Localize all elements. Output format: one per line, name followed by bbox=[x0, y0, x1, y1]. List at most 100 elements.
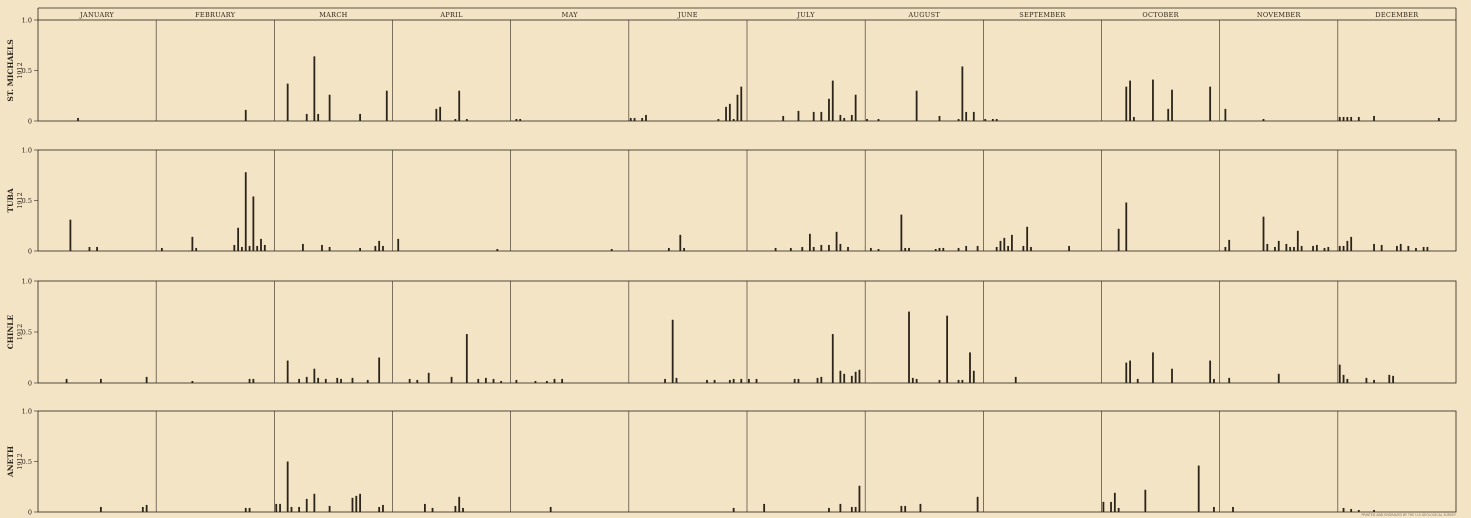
precip-bar bbox=[972, 111, 975, 121]
precip-bar bbox=[1365, 377, 1368, 383]
precip-bar bbox=[382, 504, 384, 512]
precip-bar bbox=[237, 227, 240, 251]
precip-bar bbox=[77, 117, 79, 121]
precip-bar bbox=[969, 352, 971, 383]
station-name: ST. MICHAELS bbox=[6, 39, 15, 101]
precip-bar bbox=[1357, 116, 1360, 121]
precip-bar bbox=[1026, 226, 1029, 251]
precip-bar bbox=[828, 507, 830, 512]
precip-bar bbox=[324, 378, 327, 383]
precip-bar bbox=[1117, 228, 1120, 251]
precip-bar bbox=[812, 246, 815, 251]
y-tick-label: 0.5 bbox=[22, 197, 32, 205]
precip-bar bbox=[900, 214, 903, 251]
precip-bar bbox=[1357, 509, 1360, 512]
precip-bar bbox=[1213, 378, 1215, 383]
precip-bar bbox=[359, 247, 361, 251]
precip-bar bbox=[99, 378, 102, 383]
precip-bar bbox=[313, 493, 316, 512]
precip-bar bbox=[1003, 237, 1006, 251]
precip-bar bbox=[359, 493, 361, 512]
precip-bar bbox=[385, 90, 388, 121]
precip-bar bbox=[298, 378, 301, 383]
precip-bar bbox=[938, 379, 941, 383]
precip-bar bbox=[820, 376, 823, 383]
precip-bar bbox=[1338, 245, 1341, 251]
precip-bar bbox=[439, 106, 442, 121]
precip-bar bbox=[728, 103, 731, 121]
precip-bar bbox=[999, 240, 1002, 251]
frames-layer bbox=[34, 7, 1457, 513]
precip-bar bbox=[431, 507, 434, 512]
precip-bar bbox=[732, 118, 735, 121]
precip-bar bbox=[1266, 243, 1269, 251]
precip-bar bbox=[1014, 376, 1017, 383]
precip-bar bbox=[839, 243, 842, 251]
precip-bar bbox=[397, 238, 400, 251]
precip-bar bbox=[241, 246, 243, 251]
precip-bar bbox=[458, 90, 461, 121]
precip-bar bbox=[416, 379, 419, 383]
precip-bar bbox=[854, 506, 857, 512]
precip-bar bbox=[732, 507, 735, 512]
precip-bar bbox=[351, 497, 354, 512]
precip-bar bbox=[789, 247, 792, 251]
precip-bar bbox=[1346, 240, 1349, 251]
precip-bar bbox=[328, 246, 331, 251]
precip-bar bbox=[961, 66, 964, 121]
precip-bar bbox=[191, 236, 194, 251]
precip-bar bbox=[328, 505, 331, 512]
precip-bar bbox=[1338, 116, 1341, 121]
precip-bar bbox=[904, 505, 907, 512]
precip-bar bbox=[305, 498, 308, 512]
precip-bar bbox=[984, 118, 987, 121]
precip-bar bbox=[1136, 378, 1139, 383]
precip-bar bbox=[850, 375, 853, 383]
precip-bar bbox=[484, 377, 487, 383]
precip-bar bbox=[1373, 379, 1375, 383]
precip-bar bbox=[645, 114, 647, 121]
precip-bar bbox=[740, 86, 743, 121]
precip-bar bbox=[244, 172, 247, 251]
precip-bar bbox=[1350, 116, 1353, 121]
precip-bar bbox=[1129, 80, 1131, 121]
precip-bar bbox=[683, 247, 686, 251]
precip-bar bbox=[797, 110, 800, 121]
precip-bar bbox=[286, 83, 289, 121]
precip-bar bbox=[248, 245, 251, 251]
precip-bar bbox=[553, 378, 556, 383]
precip-bar bbox=[839, 370, 842, 383]
precip-bar bbox=[298, 506, 301, 512]
y-tick-label: 1.0 bbox=[22, 147, 32, 155]
precip-bar bbox=[904, 247, 907, 251]
precip-bar bbox=[831, 80, 834, 121]
precip-bar bbox=[492, 378, 495, 383]
precip-bar bbox=[858, 485, 861, 512]
precip-bar bbox=[305, 113, 308, 121]
precip-bar bbox=[911, 377, 914, 383]
precip-bar bbox=[671, 319, 674, 383]
precip-bar bbox=[462, 507, 464, 512]
precip-bar bbox=[252, 378, 255, 383]
precip-bar bbox=[972, 370, 975, 383]
month-label: JUNE bbox=[677, 11, 698, 19]
precip-bar bbox=[1144, 489, 1147, 512]
precip-bar bbox=[1007, 245, 1010, 251]
precip-bar bbox=[957, 379, 960, 383]
precip-bar bbox=[435, 108, 438, 121]
precip-bar bbox=[717, 118, 720, 121]
precip-bar bbox=[991, 118, 994, 121]
station-year: 1912 bbox=[16, 62, 24, 79]
precip-bar bbox=[336, 377, 339, 383]
precip-bar bbox=[141, 506, 144, 512]
precip-bar bbox=[561, 378, 564, 383]
precip-bar bbox=[938, 247, 941, 251]
precip-bar bbox=[1224, 246, 1227, 251]
precip-bar bbox=[321, 244, 323, 251]
precip-bar bbox=[1030, 246, 1032, 251]
precip-bar bbox=[828, 244, 830, 251]
precip-bar bbox=[843, 373, 846, 383]
precip-bar bbox=[1407, 245, 1410, 251]
precip-bar bbox=[366, 379, 369, 383]
precip-bar bbox=[1342, 507, 1345, 512]
